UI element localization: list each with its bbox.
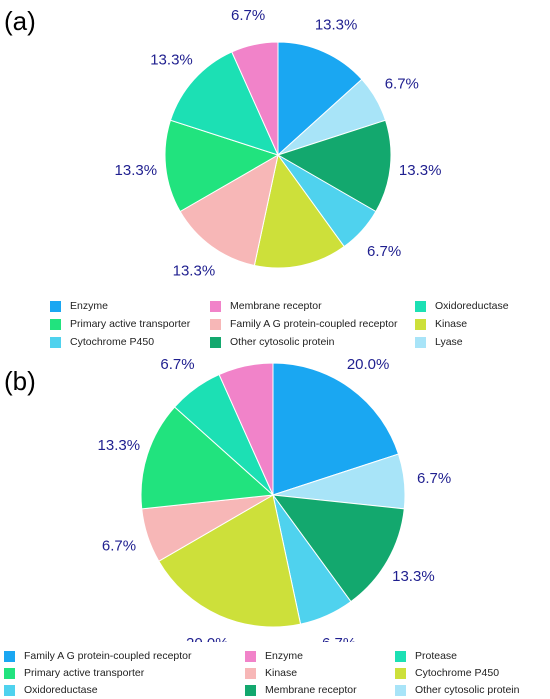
legend-label: Other cytosolic protein [415, 684, 520, 696]
legend-item: Kinase [245, 665, 297, 681]
panel-b: (b) 20.0% 6.7% 13.3% 6.7% 20.0% 6.7% 13.3% 6.7%… [0, 352, 550, 699]
pie-slice [276, 119, 392, 213]
legend-item: Membrane receptor [210, 298, 322, 314]
slice-value-label: 6.7% [367, 243, 401, 260]
legend-label: Enzyme [70, 300, 108, 312]
legend-a: Enzyme Membrane receptor Oxidoreductase Pri… [0, 290, 550, 350]
legend-swatch [245, 667, 256, 679]
legend-label: Oxidoreductase [435, 300, 509, 312]
panel-a: (a) 13.3%6.7%13.3%6.7%13.3%13.3%13.3%13.… [0, 6, 550, 350]
legend-label: Cytochrome P450 [70, 336, 155, 348]
legend-label: Kinase [265, 667, 298, 679]
legend-label: Membrane receptor [265, 684, 357, 696]
slice-value-label: 6.7% [385, 76, 419, 93]
pie-slice [164, 119, 280, 213]
legend-label: Other cytosolic protein [230, 336, 335, 348]
legend-item: Cytochrome P450 [50, 334, 154, 350]
legend-swatch [415, 336, 426, 348]
pie-slice [271, 494, 405, 603]
slice-value-label: 13.3% [286, 287, 329, 290]
pie-chart-a: 13.3% 6.7% 13.3% 6.7% 13.3% 13.3% 13.3% 13.3% 6.… [115, 7, 442, 290]
slice-value-label: 6.7% [231, 7, 265, 24]
slice-value-label: 13.3% [392, 568, 435, 585]
pie-slice [179, 154, 279, 267]
legend-label: Protease [415, 650, 458, 662]
legend-swatch [245, 684, 256, 696]
legend-item: Oxidoreductase [4, 682, 98, 698]
slice-value-label: 6.7% [322, 635, 356, 642]
slice-value-label: 13.3% [315, 16, 358, 33]
pie-slice [253, 153, 345, 269]
legend-item: Cytochrome P450 [395, 665, 499, 681]
slice-value-label: 13.3% [115, 162, 158, 179]
legend-item: Family A G protein-coupled receptor [210, 316, 398, 332]
legend-b: Family A G protein-coupled receptor Enzym… [0, 642, 550, 699]
legend-swatch [395, 667, 406, 679]
legend-label: Kinase [435, 318, 468, 330]
legend-label: Oxidoreductase [24, 684, 98, 696]
legend-swatch [50, 318, 61, 330]
pie-slice [140, 406, 275, 510]
slice-value-label: 13.3% [150, 52, 193, 69]
legend-item: Enzyme [245, 648, 303, 664]
slice-value-label: 20.0% [347, 356, 390, 373]
legend-label: Family A G protein-coupled receptor [24, 650, 192, 662]
pie-slice [231, 41, 279, 156]
legend-swatch [415, 300, 426, 312]
legend-swatch [4, 650, 15, 662]
legend-item: Other cytosolic protein [395, 682, 519, 698]
legend-label: Cytochrome P450 [415, 667, 500, 679]
legend-swatch [4, 684, 15, 696]
legend-label: Membrane receptor [230, 300, 322, 312]
pie-slice [272, 362, 400, 496]
legend-item: Enzyme [50, 298, 108, 314]
legend-item: Protease [395, 648, 457, 664]
legend-item: Other cytosolic protein [210, 334, 334, 350]
legend-swatch [210, 318, 221, 330]
legend-swatch [395, 650, 406, 662]
legend-swatch [245, 650, 256, 662]
legend-swatch [4, 667, 15, 679]
slice-value-label: 6.7% [102, 537, 136, 554]
slice-value-label: 20.0% [186, 635, 229, 642]
legend-item: Lyase [415, 334, 463, 350]
legend-swatch [415, 318, 426, 330]
pie-slice [158, 494, 302, 628]
legend-label: Lyase [435, 336, 463, 348]
legend-item: Primary active transporter [50, 316, 190, 332]
legend-label: Primary active transporter [70, 318, 191, 330]
legend-item: Oxidoreductase [415, 298, 509, 314]
legend-label: Family A G protein-coupled receptor [230, 318, 398, 330]
pie-chart-b: 20.0%6.7%13.3%6.7%20.0%6.7%13.3%6.7%6.7% [98, 356, 452, 642]
legend-item: Primary active transporter [4, 665, 144, 681]
pie-slice [169, 51, 279, 156]
legend-swatch [210, 300, 221, 312]
legend-swatch [50, 336, 61, 348]
panel-label: (b) [4, 366, 36, 396]
legend-swatch [395, 684, 406, 696]
slice-value-label: 13.3% [399, 162, 442, 179]
pie-slice [218, 362, 274, 496]
legend-label: Enzyme [265, 650, 303, 662]
legend-swatch [210, 336, 221, 348]
pie-slice [277, 41, 363, 157]
legend-item: Kinase [415, 316, 467, 332]
panel-label: (a) [4, 6, 36, 36]
slice-value-label: 6.7% [417, 470, 451, 487]
slice-value-label: 13.3% [173, 263, 216, 280]
legend-item: Membrane receptor [245, 682, 357, 698]
legend-swatch [50, 300, 61, 312]
slice-value-label: 13.3% [98, 437, 141, 454]
slice-value-label: 6.7% [160, 356, 194, 373]
legend-label: Primary active transporter [24, 667, 145, 679]
legend-item: Family A G protein-coupled receptor [4, 648, 192, 664]
